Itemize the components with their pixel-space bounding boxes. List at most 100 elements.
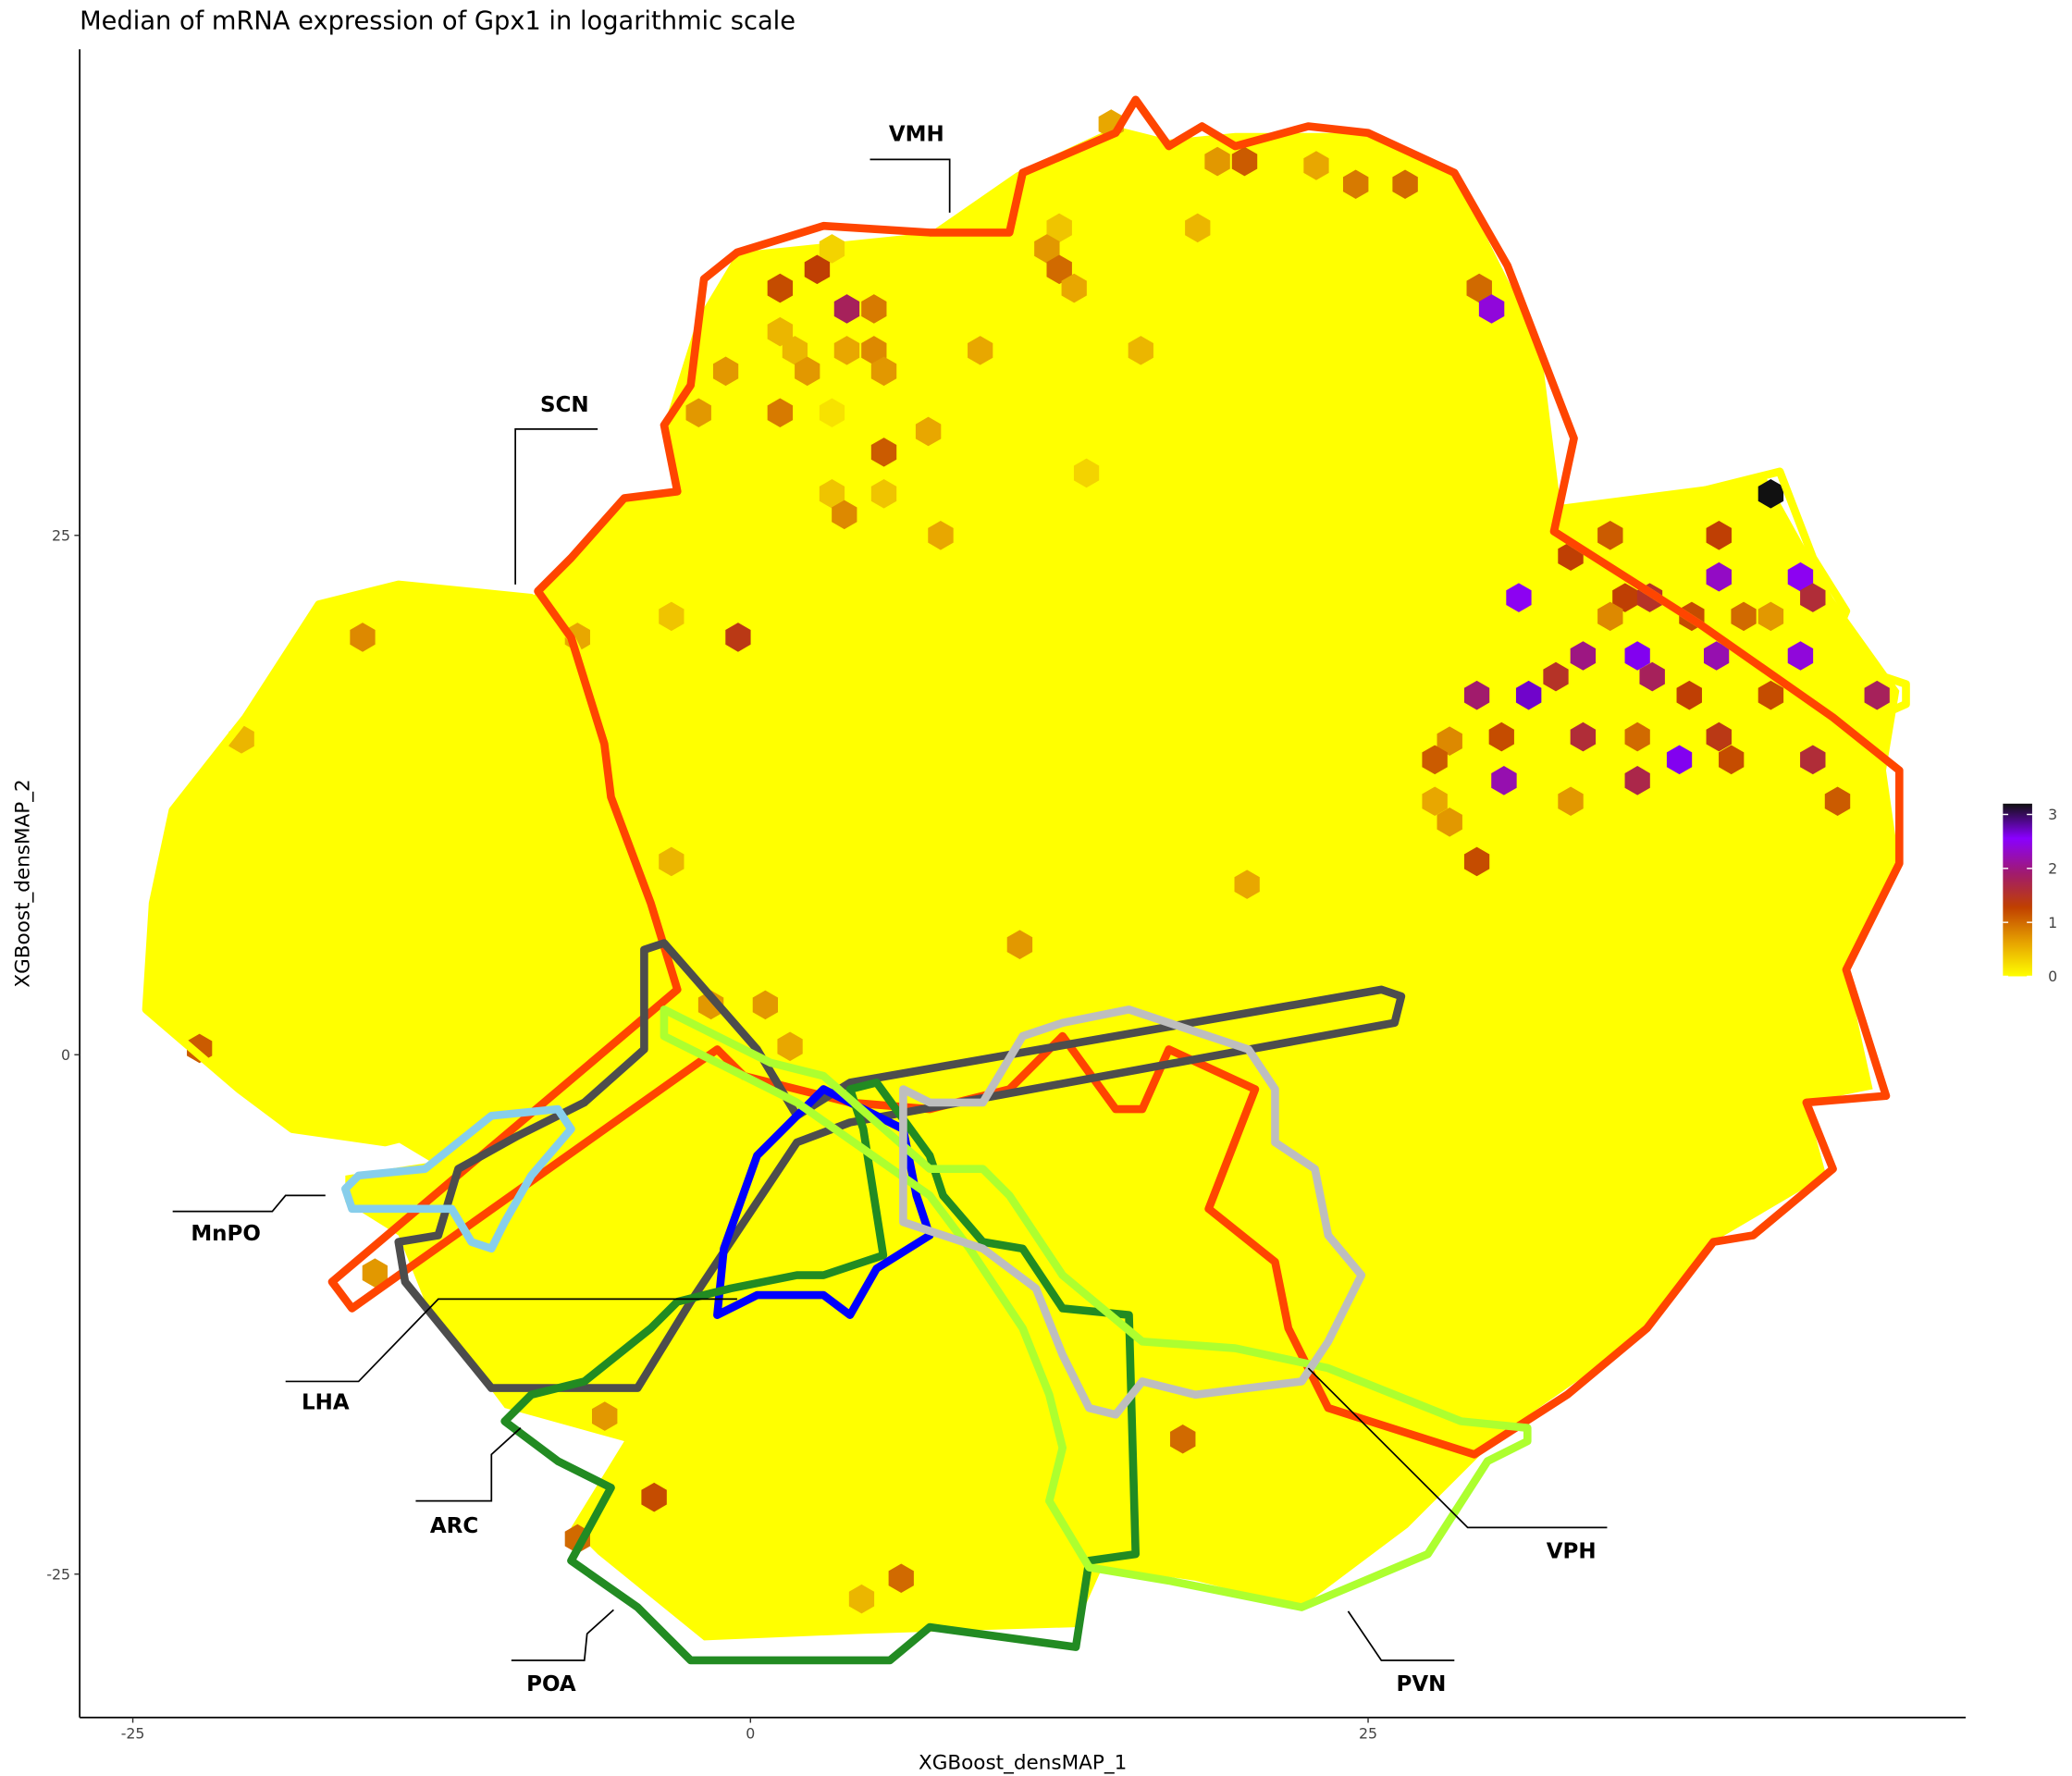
hex-bin xyxy=(1731,601,1757,632)
hex-bin xyxy=(1666,745,1693,775)
density-fill xyxy=(145,126,1900,1641)
x-axis-title: XGBoost_densMAP_1 xyxy=(919,1752,1127,1775)
hex-bin xyxy=(1758,680,1784,710)
hex-bin xyxy=(1787,561,1814,592)
hex-bin xyxy=(712,356,739,387)
hex-bin xyxy=(1061,273,1087,303)
hex-bin xyxy=(1719,745,1745,775)
hex-bin xyxy=(1570,722,1597,752)
hex-bin xyxy=(1204,146,1230,177)
hex-bin xyxy=(1128,336,1153,365)
hex-bin xyxy=(1676,680,1702,710)
region-label: PVN xyxy=(1396,1672,1446,1696)
hex-bin xyxy=(350,623,376,652)
hex-bin xyxy=(1437,807,1462,837)
y-axis-title: XGBoost_densMAP_2 xyxy=(12,779,35,987)
hex-bin xyxy=(870,479,897,509)
hex-bin xyxy=(1597,520,1623,550)
y-tick-label: 0 xyxy=(61,1046,70,1064)
hex-bin xyxy=(362,1258,388,1288)
region-label: SCN xyxy=(540,393,589,417)
hex-bin xyxy=(641,1482,667,1512)
region-label: VPH xyxy=(1547,1539,1597,1563)
hex-bin xyxy=(795,356,820,387)
hex-bin xyxy=(870,438,897,467)
chart-title: Median of mRNA expression of Gpx1 in log… xyxy=(80,7,796,36)
hex-bin xyxy=(1466,273,1492,303)
hex-bin xyxy=(1342,169,1369,200)
hex-bin xyxy=(1506,583,1532,612)
hex-bin xyxy=(1758,601,1784,632)
hex-bin xyxy=(1046,254,1072,285)
x-tick-label: 0 xyxy=(746,1725,755,1743)
hex-bin xyxy=(1437,726,1462,756)
hex-bin xyxy=(1515,680,1542,710)
hex-bin xyxy=(1639,661,1665,692)
hex-bin xyxy=(782,336,808,365)
region-label: POA xyxy=(526,1672,576,1696)
hex-bin xyxy=(833,336,860,365)
hex-bin xyxy=(767,398,794,428)
region-outlines xyxy=(142,95,1910,1665)
colorbar-tick-label: 2 xyxy=(2048,860,2057,878)
hex-bin xyxy=(1170,1424,1196,1454)
hex-bin xyxy=(1478,294,1505,324)
hex-bin xyxy=(1558,786,1584,817)
colorbar-tick-label: 0 xyxy=(2048,968,2057,985)
hex-bin xyxy=(1392,169,1418,200)
colorbar-tick-label: 1 xyxy=(2048,914,2057,931)
region-label: MnPO xyxy=(191,1222,261,1246)
hex-bin xyxy=(1800,745,1826,775)
hex-bin xyxy=(1706,561,1732,592)
hex-bin xyxy=(915,416,942,447)
x-tick-label: -25 xyxy=(121,1725,145,1743)
hex-bin xyxy=(832,500,857,530)
hex-bin xyxy=(1570,641,1597,671)
hex-bin xyxy=(1758,479,1784,509)
hex-bin xyxy=(1864,680,1890,710)
colorbar xyxy=(2003,803,2032,977)
hex-bin xyxy=(591,1401,618,1431)
hex-bin xyxy=(833,294,860,324)
hex-bin xyxy=(819,479,845,509)
hex-bin xyxy=(928,520,954,550)
hex-bin xyxy=(1624,766,1650,796)
hex-bin xyxy=(1234,870,1260,899)
hex-bin xyxy=(819,234,845,264)
hex-bin xyxy=(1624,641,1650,671)
hex-bin xyxy=(1488,722,1514,752)
hex-bin xyxy=(1463,846,1490,877)
hex-bin xyxy=(861,294,887,324)
hex-bin xyxy=(1824,786,1851,817)
hex-bin xyxy=(1422,786,1448,817)
hex-bin xyxy=(752,990,779,1020)
hex-bin xyxy=(1422,745,1448,775)
hex-bin xyxy=(697,990,724,1020)
region-leaders xyxy=(172,158,1608,1661)
hex-bin xyxy=(861,336,887,365)
hex-bin xyxy=(1597,601,1623,632)
hex-bin xyxy=(685,398,711,428)
hex-bin xyxy=(1303,151,1329,180)
hex-bin xyxy=(1185,213,1211,243)
hex-bin xyxy=(1612,583,1638,612)
region-label: VMH xyxy=(889,122,944,146)
colorbar-tick-label: 3 xyxy=(2048,806,2057,823)
hex-bin xyxy=(1006,930,1033,959)
hex-bin xyxy=(888,1563,914,1594)
region-label: ARC xyxy=(430,1514,478,1538)
hex-bin xyxy=(777,1031,803,1062)
hex-bin xyxy=(1624,722,1650,752)
hex-bin xyxy=(725,623,751,652)
hex-bin xyxy=(1491,766,1517,796)
hex-bin xyxy=(848,1584,875,1614)
hex-bin xyxy=(1463,680,1490,710)
hex-bin xyxy=(1703,641,1730,671)
hex-bin xyxy=(1543,661,1569,692)
hex-bin xyxy=(819,398,845,428)
region-label: LHA xyxy=(302,1391,350,1415)
y-tick-label: 25 xyxy=(52,527,70,545)
hex-bin xyxy=(1706,722,1732,752)
hex-bin xyxy=(1800,583,1826,612)
hex-bin xyxy=(968,336,993,365)
